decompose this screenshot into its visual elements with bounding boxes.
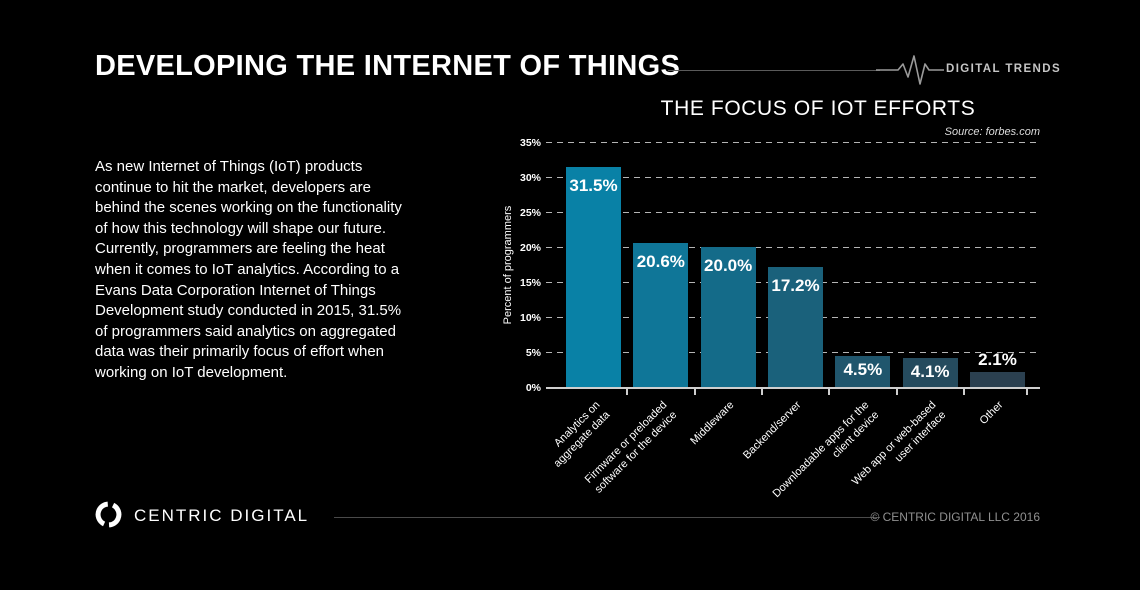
bar-5: 4.5% — [835, 355, 891, 387]
bar-value-label: 4.5% — [843, 359, 883, 379]
y-axis-title: Percent of programmers — [502, 205, 514, 325]
bar-4: 17.2% — [767, 266, 823, 387]
y-tick-label: 10% — [519, 312, 541, 324]
heartbeat-pulse-icon — [876, 52, 944, 88]
gridline-25% — [546, 212, 1040, 213]
intro-paragraph: As new Internet of Things (IoT) products… — [95, 158, 402, 381]
y-tick-label: 30% — [519, 172, 541, 184]
y-tick-label: 20% — [519, 242, 541, 254]
x-axis-tick — [1026, 389, 1028, 395]
y-tick-label: 0% — [525, 382, 541, 394]
bar-6: 4.1% — [902, 358, 958, 387]
x-axis-tick — [693, 389, 696, 395]
y-tick-label: 35% — [519, 137, 541, 149]
centric-digital-logo-icon — [94, 500, 123, 529]
x-axis-tick — [760, 389, 763, 395]
y-tick-label: 5% — [525, 347, 541, 359]
copyright-text: © CENTRIC DIGITAL LLC 2016 — [870, 510, 1040, 524]
bar-value-label: 17.2% — [771, 275, 820, 295]
gridline-35% — [546, 142, 1040, 143]
x-axis-baseline — [546, 387, 1040, 389]
y-tick-label: 25% — [519, 207, 541, 219]
brand-label: DIGITAL TRENDS — [946, 63, 1062, 75]
bar-value-label: 2.1% — [978, 350, 1017, 370]
bar-2: 20.6% — [633, 242, 689, 387]
bar-value-label: 20.0% — [704, 256, 753, 275]
bar-value-label: 31.5% — [569, 175, 618, 195]
footer-divider-line — [334, 517, 880, 518]
x-axis-tick — [895, 389, 898, 395]
x-axis-tick — [626, 389, 629, 395]
chart-source: Source: forbes.com — [944, 126, 1040, 138]
bar-1: 31.5% — [566, 166, 621, 387]
chart-title: THE FOCUS OF IOT EFFORTS — [660, 97, 976, 120]
y-tick-label: 15% — [519, 277, 541, 289]
page-title: DEVELOPING THE INTERNET OF THINGS — [95, 50, 681, 82]
x-axis-tick — [962, 389, 965, 395]
bar-7: 2.1% — [969, 350, 1025, 387]
gridline-30% — [546, 177, 1040, 178]
header-divider-line — [668, 70, 880, 71]
footer-logo-text: CENTRIC DIGITAL — [134, 506, 310, 525]
x-axis-tick — [828, 389, 831, 395]
bar-chart-plot-area: 0% 5% 10% 15% 20% 25% 30% 35% 31.5% 20.6% 20.0% 17.… — [520, 137, 1040, 500]
bar-value-label: 4.1% — [910, 362, 950, 382]
bar-3: 20.0% — [700, 247, 756, 387]
bar-value-label: 20.6% — [636, 251, 685, 271]
gridline-20% — [546, 247, 1040, 248]
